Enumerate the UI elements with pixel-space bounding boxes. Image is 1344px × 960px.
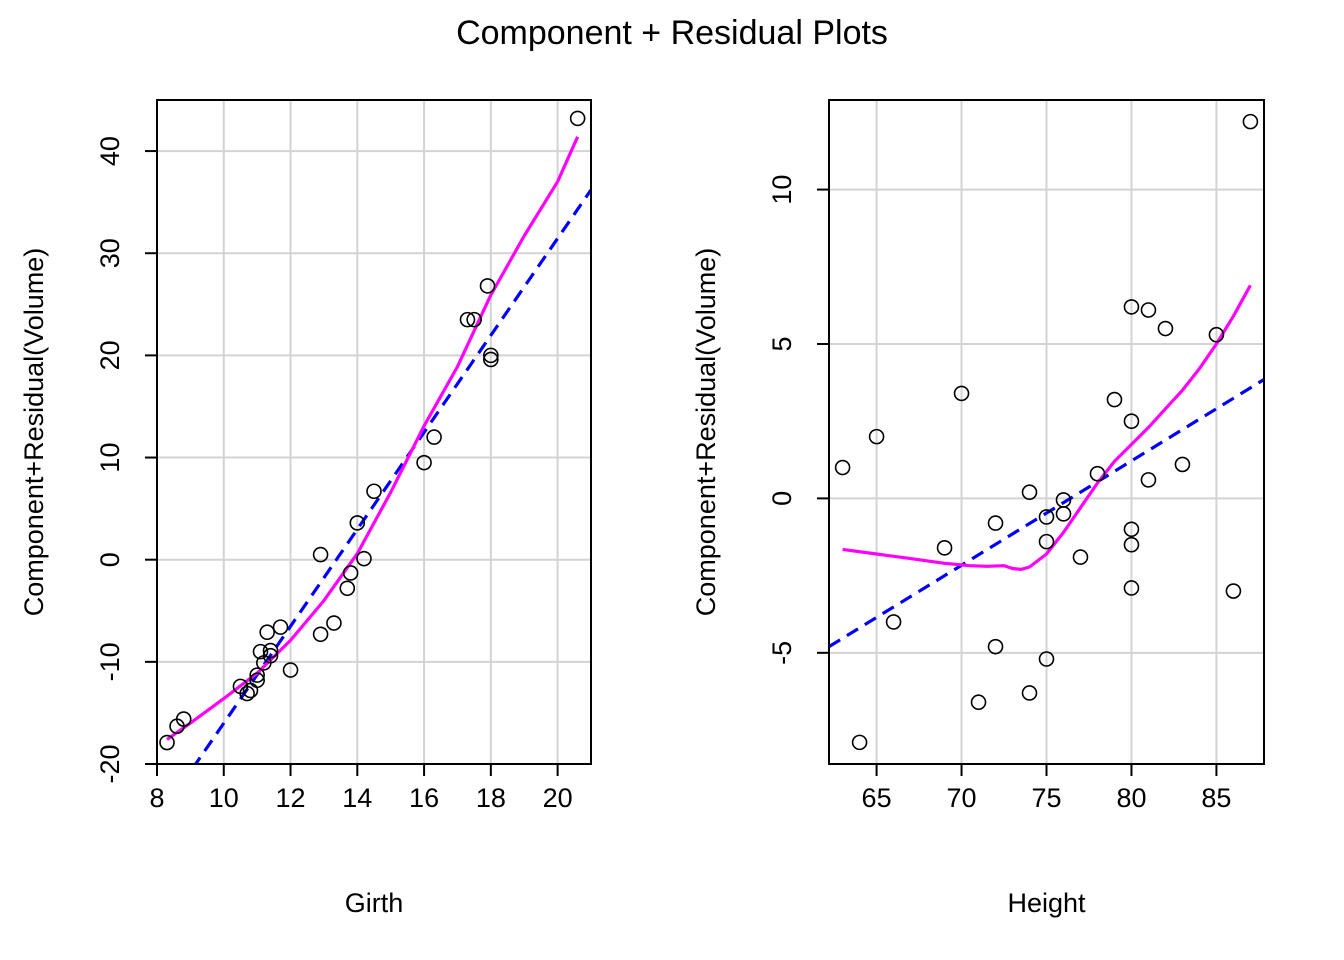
y-tick-label: 20 <box>95 340 125 370</box>
y-tick-label: 10 <box>767 175 797 205</box>
data-point <box>1225 583 1242 599</box>
plot-frame <box>156 99 592 765</box>
data-point <box>339 580 356 597</box>
data-point <box>312 546 329 563</box>
data-point <box>1140 472 1157 488</box>
data-point <box>366 483 382 500</box>
data-point <box>1174 456 1191 473</box>
data-point <box>1038 533 1055 550</box>
data-point <box>1038 651 1055 667</box>
data-point <box>1208 326 1225 343</box>
y-tick-label: 30 <box>95 238 125 268</box>
x-tick-label: 14 <box>342 783 372 813</box>
y-tick-label: 0 <box>767 491 797 506</box>
main-title: Component + Residual Plots <box>456 14 888 52</box>
data-point <box>987 515 1004 531</box>
x-tick-label: 65 <box>862 783 892 813</box>
data-point <box>349 515 366 531</box>
data-point <box>1021 484 1038 501</box>
smooth-line <box>166 136 580 741</box>
data-point <box>483 351 499 368</box>
y-axis-title: Component+Residual(Volume) <box>19 248 49 616</box>
y-axis-title: Component+Residual(Volume) <box>691 248 721 616</box>
data-point <box>483 347 499 364</box>
y-tick-label: 0 <box>95 552 125 567</box>
x-tick-label: 85 <box>1201 783 1231 813</box>
data-point <box>953 385 970 402</box>
data-point <box>1021 685 1038 701</box>
x-axis-title: Girth <box>345 888 404 918</box>
data-point <box>1123 580 1140 596</box>
height-panel: 65 70 75 80 85 -5 0 5 10 Height Component+Residual… <box>691 99 1265 918</box>
x-tick-label: 12 <box>276 783 306 813</box>
y-tick-label: -5 <box>767 641 797 665</box>
data-point <box>312 626 329 643</box>
data-point <box>1038 509 1055 525</box>
data-point <box>1123 536 1140 553</box>
data-point <box>1089 465 1106 482</box>
girth-panel: 8 10 12 14 16 18 20 -20 -10 0 10 20 30 40 Girth Compone… <box>19 99 592 918</box>
data-point <box>342 565 359 581</box>
y-tick-label: -20 <box>95 744 125 783</box>
x-tick-label: 8 <box>149 783 164 813</box>
y-tick-label: 10 <box>95 443 125 473</box>
data-point <box>936 540 953 556</box>
data-point <box>326 615 342 631</box>
data-point <box>272 619 289 635</box>
data-point <box>479 278 496 294</box>
y-tick-label: 5 <box>767 336 797 351</box>
data-point <box>252 643 269 660</box>
data-point <box>249 672 265 689</box>
x-tick-label: 70 <box>947 783 977 813</box>
data-point <box>1072 549 1089 565</box>
x-tick-label: 10 <box>209 783 239 813</box>
data-point <box>834 459 851 476</box>
data-point <box>1055 506 1072 522</box>
data-point <box>159 734 175 751</box>
data-point <box>459 311 476 328</box>
data-point <box>426 429 442 445</box>
data-point <box>175 711 192 727</box>
data-point <box>262 647 279 664</box>
x-tick-label: 80 <box>1116 783 1146 813</box>
data-point <box>1106 391 1123 408</box>
data-point <box>1140 302 1157 318</box>
data-point <box>416 454 432 471</box>
data-point <box>1123 299 1140 315</box>
data-point <box>868 428 885 445</box>
x-tick-label: 75 <box>1031 783 1061 813</box>
fit-line <box>193 188 591 764</box>
data-point <box>466 311 482 328</box>
data-point <box>356 550 372 567</box>
data-point <box>259 624 275 641</box>
data-point <box>851 734 868 751</box>
data-point <box>569 110 586 127</box>
data-point <box>1242 113 1259 130</box>
data-point <box>885 614 902 630</box>
data-point <box>1123 413 1140 429</box>
data-point <box>987 638 1004 655</box>
x-tick-label: 18 <box>476 783 506 813</box>
data-point <box>970 694 987 711</box>
data-point <box>282 662 299 678</box>
data-point <box>249 667 265 683</box>
x-tick-label: 20 <box>543 783 573 813</box>
y-tick-label: 40 <box>95 136 125 166</box>
x-tick-label: 16 <box>409 783 439 813</box>
smooth-line <box>842 284 1252 572</box>
data-point <box>1157 320 1174 337</box>
fit-line <box>829 378 1264 649</box>
y-tick-label: -10 <box>95 642 125 681</box>
data-point <box>262 642 279 659</box>
data-point <box>1123 521 1140 538</box>
x-axis-title: Height <box>1007 888 1086 918</box>
data-point <box>239 685 255 702</box>
